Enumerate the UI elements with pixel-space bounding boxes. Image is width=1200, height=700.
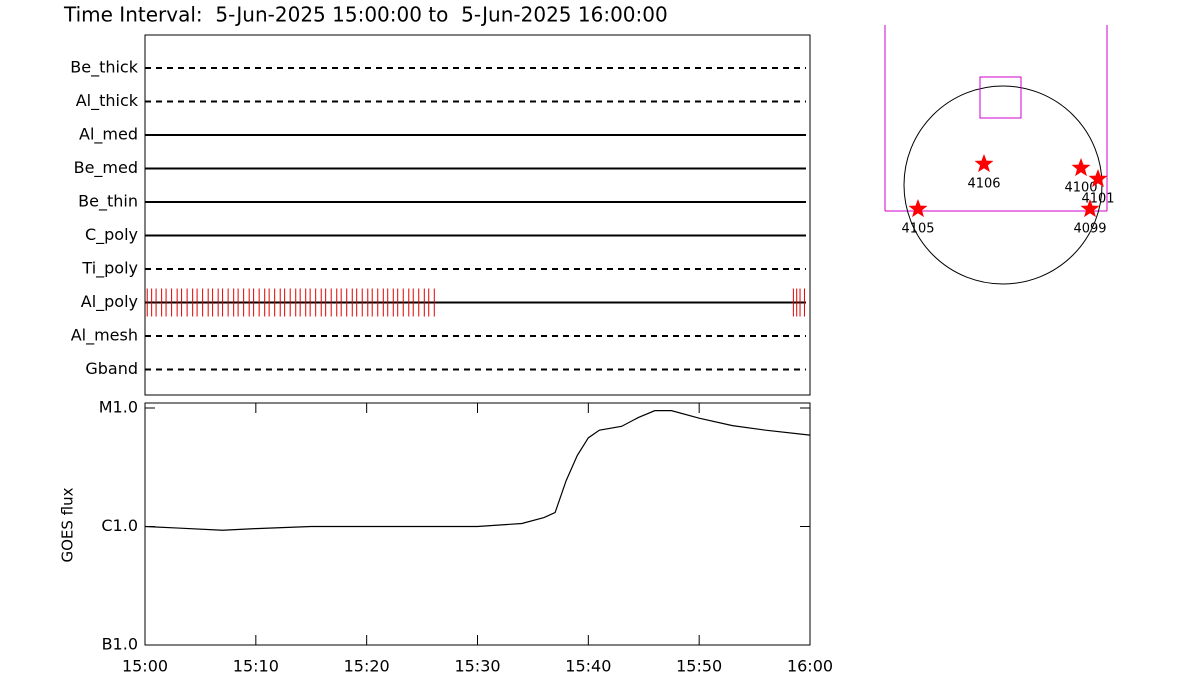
ar-label: 4099: [1073, 222, 1106, 237]
x-tick-label: 15:10: [233, 657, 279, 676]
filter-label: Be_med: [74, 158, 138, 178]
y-tick-label: B1.0: [102, 635, 138, 654]
x-tick-label: 15:30: [454, 657, 500, 676]
filter-label: Ti_poly: [81, 259, 138, 279]
ar-star: [1080, 199, 1100, 218]
ar-star: [1071, 158, 1091, 177]
ar-star: [974, 154, 994, 173]
goes-curve: [144, 410, 811, 531]
filter-label: Al_med: [79, 125, 138, 145]
x-tick-label: 16:00: [787, 657, 833, 676]
ar-star: [1088, 169, 1108, 188]
title: Time Interval: 5-Jun-2025 15:00:00 to 5-…: [63, 3, 668, 27]
filter-label: Gband: [85, 359, 138, 378]
filter-label: C_poly: [85, 225, 138, 245]
filter-label: Al_mesh: [71, 326, 138, 346]
filter-label: Be_thin: [78, 192, 138, 212]
y-tick-label: M1.0: [99, 398, 138, 417]
y-tick-label: C1.0: [101, 516, 138, 535]
filter-label: Be_thick: [70, 58, 138, 78]
filter-label: Al_thick: [76, 91, 139, 111]
ar-star: [908, 199, 928, 218]
x-tick-label: 15:00: [122, 657, 168, 676]
x-tick-label: 15:20: [344, 657, 390, 676]
x-tick-label: 15:50: [676, 657, 722, 676]
filter-label: Al_poly: [81, 292, 138, 312]
ar-label: 4100: [1064, 181, 1097, 196]
ar-label: 4106: [967, 177, 1000, 192]
y-axis-label: GOES flux: [59, 487, 77, 562]
ar-label: 4101: [1081, 192, 1114, 207]
filter-panel: [144, 34, 811, 396]
ar-label: 4105: [901, 222, 934, 237]
xrt-fov: [979, 76, 1022, 119]
goes-panel: [144, 402, 811, 646]
x-tick-label: 15:40: [565, 657, 611, 676]
